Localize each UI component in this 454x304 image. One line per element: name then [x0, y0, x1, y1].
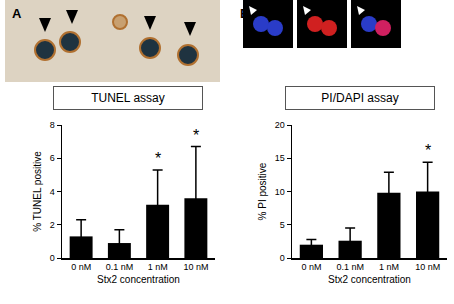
svg-text:20: 20 [275, 120, 285, 130]
svg-text:PI/DAPI assay: PI/DAPI assay [321, 91, 398, 105]
svg-text:0: 0 [280, 253, 285, 263]
svg-text:1 nM: 1 nM [148, 262, 168, 272]
svg-text:0: 0 [50, 253, 55, 263]
svg-text:% PI positive: % PI positive [257, 162, 268, 220]
svg-text:4: 4 [50, 187, 55, 197]
svg-text:8: 8 [50, 120, 55, 130]
svg-text:*: * [193, 127, 199, 144]
svg-text:1 nM: 1 nM [379, 262, 399, 272]
svg-text:5: 5 [280, 220, 285, 230]
svg-text:10 nM: 10 nM [415, 262, 440, 272]
svg-text:*: * [155, 150, 161, 167]
svg-text:Stx2 concentration: Stx2 concentration [328, 274, 411, 285]
svg-text:10 nM: 10 nM [183, 262, 208, 272]
svg-text:A: A [12, 6, 22, 21]
svg-text:2: 2 [50, 220, 55, 230]
svg-text:TUNEL assay: TUNEL assay [91, 91, 165, 105]
svg-text:0 nM: 0 nM [71, 262, 91, 272]
svg-text:15: 15 [275, 153, 285, 163]
svg-text:B: B [240, 6, 249, 21]
svg-text:*: * [425, 142, 431, 159]
svg-text:% TUNEL positive: % TUNEL positive [32, 151, 43, 232]
svg-text:0 nM: 0 nM [301, 262, 321, 272]
svg-text:6: 6 [50, 153, 55, 163]
svg-text:0.1 nM: 0.1 nM [336, 262, 364, 272]
svg-text:Stx2 concentration: Stx2 concentration [97, 274, 180, 285]
svg-text:10: 10 [275, 187, 285, 197]
svg-text:0.1 nM: 0.1 nM [106, 262, 134, 272]
